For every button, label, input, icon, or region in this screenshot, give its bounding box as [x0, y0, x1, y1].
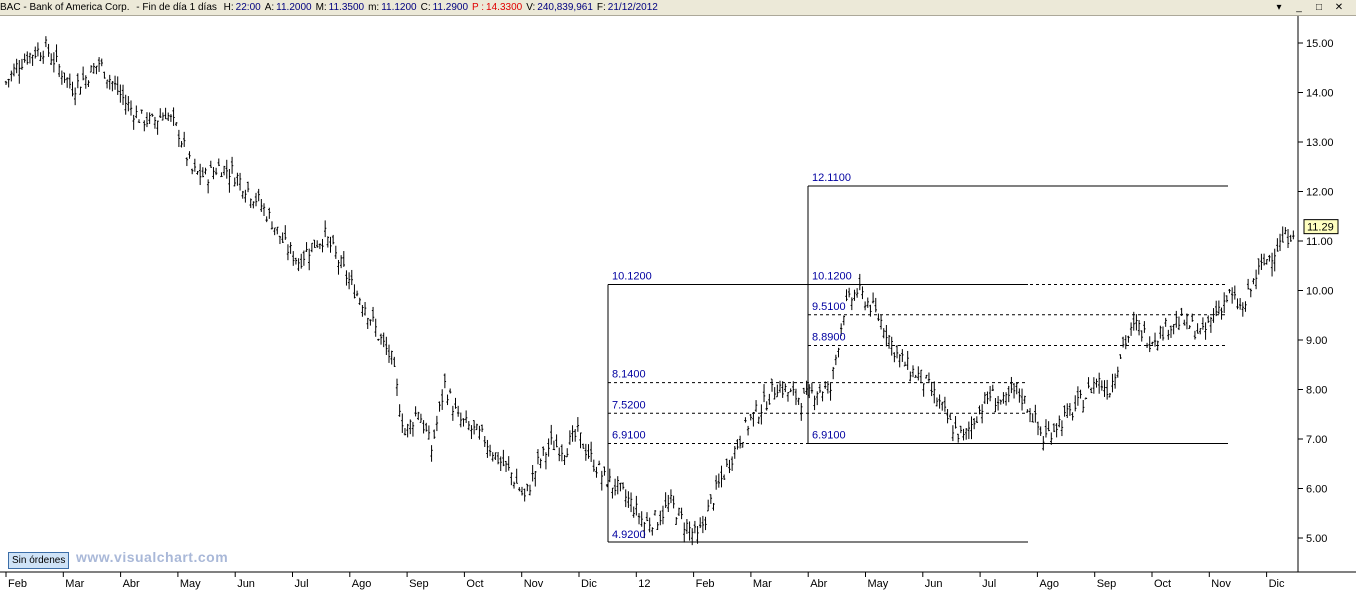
x-tick-label: Ago — [1039, 578, 1059, 590]
x-tick-label: Sep — [409, 578, 429, 590]
x-tick-label: Jun — [925, 578, 943, 590]
minimize-icon[interactable]: _ — [1296, 2, 1302, 13]
y-tick-label: 13.00 — [1306, 137, 1334, 149]
x-tick-label: Mar — [65, 578, 84, 590]
y-tick-label: 11.00 — [1306, 236, 1333, 248]
close-icon[interactable]: ✕ — [1334, 2, 1344, 13]
x-tick-label: Feb — [696, 578, 715, 590]
quote-fields: H: 22:00 A: 11.2000 M: 11.3500 m: 11.1200 C: 11.2… — [224, 2, 662, 13]
x-tick-label: Abr — [810, 578, 827, 590]
y-tick-label: 7.00 — [1306, 434, 1327, 446]
dropdown-icon[interactable]: ▾ — [1276, 2, 1282, 13]
y-tick-label: 6.00 — [1306, 484, 1327, 496]
x-tick-label: Jun — [237, 578, 255, 590]
x-tick-label: Dic — [1269, 578, 1285, 590]
retracement-2-level-label: 8.8900 — [812, 331, 846, 343]
x-tick-label: Feb — [8, 578, 27, 590]
retracement-1-level-label: 8.1400 — [612, 369, 646, 381]
retracement-2-level-label: 9.5100 — [812, 301, 846, 313]
retracement-1-level-label: 6.9100 — [612, 429, 646, 441]
x-tick-label: Nov — [1211, 578, 1231, 590]
last-price-box — [1303, 219, 1339, 235]
y-tick-label: 14.00 — [1306, 88, 1334, 100]
quote-field-label-6: V: — [526, 2, 536, 13]
retracement-2-level-label: 10.1200 — [812, 271, 852, 283]
x-tick-label: May — [868, 578, 889, 590]
quote-field-label-5: P : — [472, 2, 485, 13]
x-tick-label: Ago — [352, 578, 372, 590]
x-tick-label: Dic — [581, 578, 597, 590]
y-tick-label: 5.00 — [1306, 533, 1327, 545]
quote-field-value-3: 11.1200 — [381, 2, 417, 13]
y-tick-label: 15.00 — [1306, 38, 1334, 50]
x-tick-label: Abr — [123, 578, 140, 590]
x-tick-label: Jul — [982, 578, 996, 590]
quote-field-label-4: C: — [420, 2, 431, 13]
orders-button[interactable]: Sin órdenes — [8, 552, 70, 569]
x-tick-label: Jul — [295, 578, 309, 590]
x-tick-label: May — [180, 578, 201, 590]
quote-field-value-6: 240,839,961 — [537, 2, 593, 13]
window-controls: ▾ _ □ ✕ — [1270, 1, 1350, 14]
x-tick-label: Oct — [1154, 578, 1171, 590]
quote-field-value-0: 22:00 — [235, 2, 261, 13]
x-tick-label: Mar — [753, 578, 772, 590]
quote-field-label-0: H: — [223, 2, 234, 13]
x-tick-label: Sep — [1097, 578, 1117, 590]
retracement-1-level-label: 4.9200 — [612, 529, 646, 541]
quote-field-label-1: A: — [264, 2, 275, 13]
x-tick-label: Oct — [466, 578, 483, 590]
quote-field-value-7: 21/12/2012 — [607, 2, 658, 13]
last-price-label: 11.29 — [1307, 222, 1334, 234]
period-label: - Fin de día 1 días — [136, 2, 217, 13]
retracement-1-level-label: 10.1200 — [612, 271, 652, 283]
retracement-2-level-label: 6.9100 — [812, 429, 846, 441]
quote-field-value-5: 14.3300 — [486, 2, 523, 13]
quote-field-label-2: M: — [315, 2, 327, 13]
y-tick-label: 10.00 — [1306, 286, 1334, 298]
retracement-2-level-label: 12.1100 — [812, 172, 851, 184]
y-tick-label: 9.00 — [1306, 335, 1327, 347]
quote-field-label-3: m: — [368, 2, 380, 13]
x-tick-label: 12 — [638, 578, 650, 590]
quote-field-value-1: 11.2000 — [276, 2, 312, 13]
retracement-1-level-label: 7.5200 — [612, 399, 646, 411]
title-bar: BAC - Bank of America Corp. - Fin de día… — [0, 0, 1356, 16]
quote-field-label-7: F: — [596, 2, 606, 13]
ticker-name: BAC - Bank of America Corp. — [0, 2, 130, 13]
maximize-icon[interactable]: □ — [1315, 2, 1323, 13]
watermark: www.visualchart.com — [76, 549, 229, 565]
quote-field-value-4: 11.2900 — [432, 2, 468, 13]
y-tick-label: 8.00 — [1306, 385, 1327, 397]
quote-field-value-2: 11.3500 — [328, 2, 365, 13]
x-tick-label: Nov — [524, 578, 544, 590]
y-tick-label: 12.00 — [1306, 187, 1334, 199]
